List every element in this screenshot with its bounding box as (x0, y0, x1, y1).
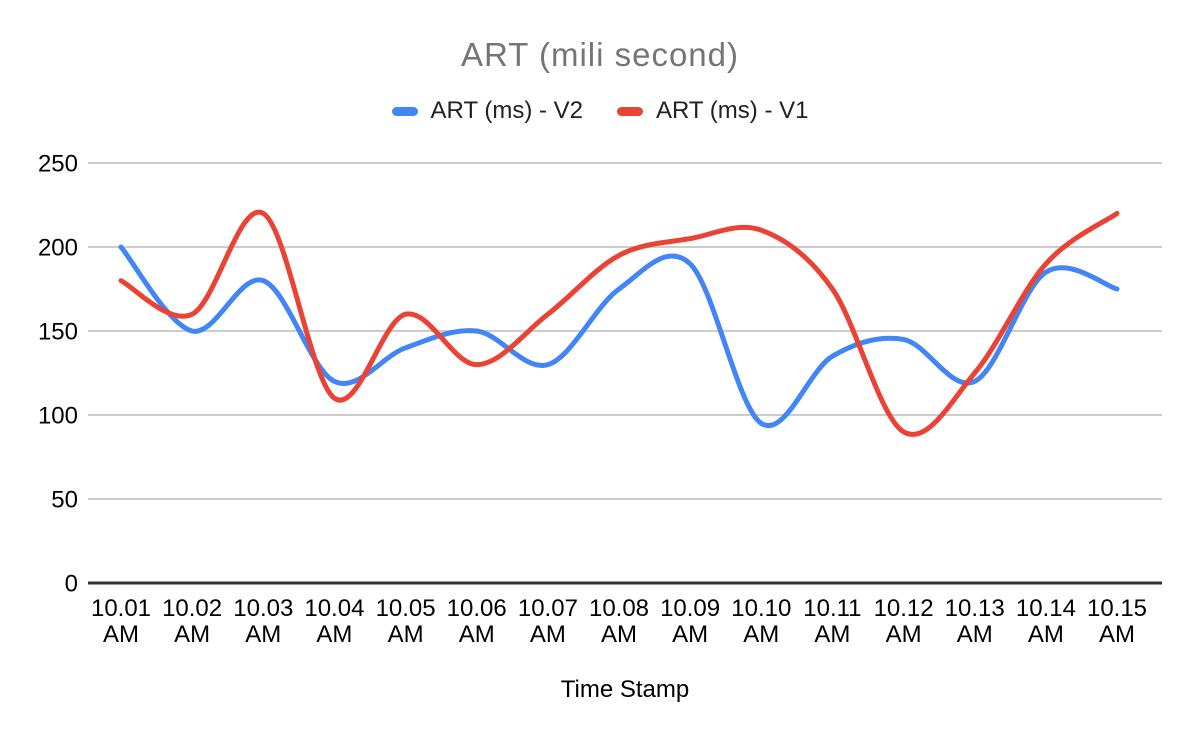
x-tick-label: 10.01 AM (91, 595, 151, 648)
x-tick-label: 10.14 AM (1016, 595, 1076, 648)
x-tick-label: 10.05 AM (376, 595, 436, 648)
legend-label-v1: ART (ms) - V1 (656, 97, 809, 124)
y-tick-label: 150 (38, 319, 78, 346)
x-tick-label: 10.04 AM (304, 595, 364, 648)
y-tick-label: 0 (65, 571, 78, 598)
x-tick-label: 10.13 AM (945, 595, 1005, 648)
x-axis-title: Time Stamp (560, 676, 690, 703)
y-tick-label: 250 (38, 151, 78, 178)
x-tick-label: 10.15 AM (1087, 595, 1147, 648)
legend-swatch-v1-icon (617, 106, 643, 116)
x-tick-label: 10.09 AM (660, 595, 720, 648)
chart-title: ART (mili second) (460, 36, 740, 73)
x-tick-label: 10.07 AM (518, 595, 578, 648)
series-line-v1 (118, 209, 1120, 437)
x-tick-label: 10.11 AM (803, 595, 861, 648)
y-tick-label: 50 (51, 487, 78, 514)
x-tick-label: 10.03 AM (233, 595, 293, 648)
y-tick-label: 100 (38, 403, 78, 430)
x-tick-label: 10.12 AM (874, 595, 934, 648)
legend-swatch-v2-icon (391, 106, 418, 116)
x-tick-label: 10.10 AM (731, 595, 791, 648)
legend-item-v2: ART (ms) - V2 (391, 97, 583, 125)
legend: ART (ms) - V2 ART (ms) - V1 (0, 97, 1200, 125)
series-line-v2 (118, 244, 1120, 429)
x-tick-label: 10.08 AM (589, 595, 649, 648)
x-tick-label: 10.06 AM (447, 595, 507, 648)
y-tick-label: 200 (38, 235, 78, 262)
x-tick-label: 10.02 AM (162, 595, 222, 648)
legend-label-v2: ART (ms) - V2 (430, 97, 583, 124)
legend-item-v1: ART (ms) - V1 (617, 97, 808, 125)
